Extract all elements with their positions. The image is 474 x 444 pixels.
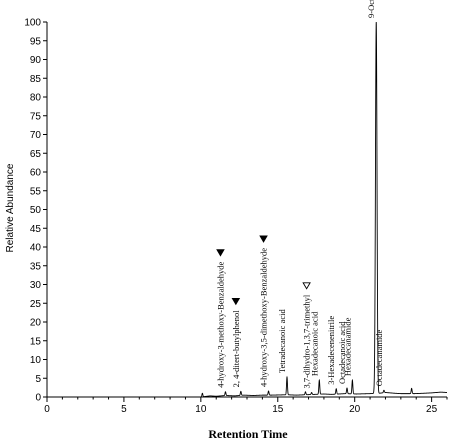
y-axis-label: Relative Abundance bbox=[5, 163, 16, 252]
x-tick-label: 10 bbox=[195, 404, 207, 415]
open-triangle-marker bbox=[302, 282, 311, 290]
filled-triangle-marker bbox=[259, 235, 268, 243]
y-tick-label: 85 bbox=[30, 74, 42, 85]
y-tick-label: 5 bbox=[35, 374, 41, 385]
peak-label: 3,7-dihydro-1,3,7-trimethyl bbox=[302, 294, 312, 388]
peak-label: Octadecanoic acid bbox=[337, 321, 347, 384]
y-tick-label: 45 bbox=[30, 224, 42, 235]
y-tick-label: 30 bbox=[30, 280, 42, 291]
peak-label: Octadecanamide bbox=[374, 329, 384, 386]
y-tick-label: 65 bbox=[30, 149, 42, 160]
trace-group bbox=[47, 21, 447, 398]
x-tick-label: 0 bbox=[44, 404, 50, 415]
x-tick-label: 25 bbox=[426, 404, 438, 415]
y-tick-label: 55 bbox=[30, 186, 42, 197]
peak-label: 4-hydroxy-3,5-dimethoxy-Benzaldehyde bbox=[259, 248, 269, 387]
y-tick-label: 100 bbox=[24, 18, 41, 29]
peak-label: 9-Octadecenamide bbox=[366, 0, 376, 18]
y-tick-label: 10 bbox=[30, 355, 42, 366]
y-tick-label: 15 bbox=[30, 336, 42, 347]
y-tick-label: 50 bbox=[30, 205, 42, 216]
chromatogram-trace bbox=[47, 21, 447, 398]
y-tick-label: 40 bbox=[30, 243, 42, 254]
x-tick-label: 20 bbox=[349, 404, 361, 415]
y-tick-label: 60 bbox=[30, 168, 42, 179]
y-tick-label: 80 bbox=[30, 93, 42, 104]
y-tick-label: 20 bbox=[30, 318, 42, 329]
filled-triangle-marker bbox=[216, 249, 225, 257]
y-tick-label: 35 bbox=[30, 261, 42, 272]
peak-labels-group: 4-hydroxy-3-methoxy-Benzaldehyde 2, 4-dit… bbox=[216, 0, 384, 389]
y-tick-label: 70 bbox=[30, 130, 42, 141]
x-tick-label: 5 bbox=[121, 404, 127, 415]
peak-label: Hexadecanamide bbox=[342, 317, 352, 376]
x-axis-label: Retention Time bbox=[208, 427, 288, 441]
peak-label: 2, 4-ditert-butylphenol bbox=[231, 310, 241, 388]
peak-label: 3-Hexadecenenitrile bbox=[326, 316, 336, 385]
y-tick-label: 25 bbox=[30, 299, 42, 310]
peak-label: Hexadecanoic acid bbox=[309, 311, 319, 376]
peak-label: 4-hydroxy-3-methoxy-Benzaldehyde bbox=[216, 262, 226, 388]
y-tick-label: 95 bbox=[30, 36, 42, 47]
y-tick-label: 90 bbox=[30, 55, 42, 66]
filled-triangle-marker bbox=[231, 297, 241, 306]
y-tick-label: 0 bbox=[35, 393, 41, 404]
x-tick-label: 15 bbox=[272, 404, 284, 415]
peak-label: Tetradecanoic acid bbox=[277, 309, 287, 374]
y-tick-label: 75 bbox=[30, 111, 42, 122]
axes-group: 0510152025303540455055606570758085909510… bbox=[24, 18, 448, 415]
